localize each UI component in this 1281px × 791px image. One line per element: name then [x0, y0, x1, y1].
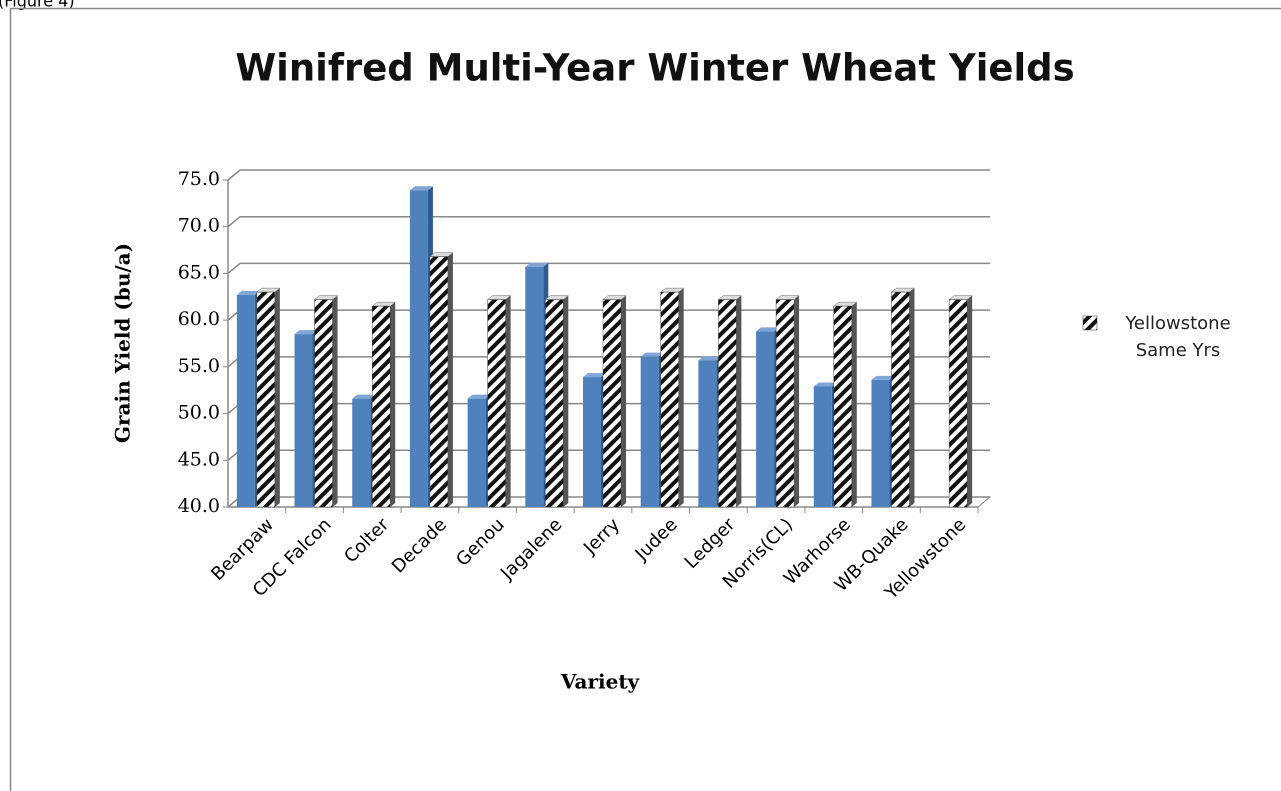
- chart-border: [9, 7, 1281, 791]
- bar-top: [294, 330, 318, 335]
- bar-side: [678, 288, 684, 507]
- bar: [602, 299, 622, 508]
- bar: [371, 305, 391, 508]
- bar: [756, 331, 775, 507]
- bar: [256, 291, 276, 508]
- bar: [314, 299, 333, 508]
- bar: [294, 334, 313, 507]
- bar: [545, 299, 564, 508]
- bar: [718, 299, 737, 508]
- bar: [948, 299, 968, 508]
- x-tick-label: Ledger: [681, 514, 740, 573]
- bar: [813, 386, 832, 507]
- bar: [429, 256, 449, 508]
- legend-swatch: [1082, 315, 1098, 331]
- y-tick-label: 50.0: [178, 402, 220, 424]
- y-tick-label: 40.0: [178, 495, 220, 517]
- bar: [525, 266, 544, 507]
- bar-top: [467, 394, 491, 399]
- bar-side: [621, 295, 626, 507]
- bar-side: [967, 295, 973, 507]
- y-tick-label: 55.0: [178, 355, 220, 377]
- legend-label: Yellowstone Same Yrs: [1125, 313, 1231, 361]
- y-tick-label: 70.0: [178, 215, 220, 237]
- bar-side: [274, 288, 280, 507]
- bar-top: [236, 290, 260, 295]
- bar-top: [409, 186, 433, 191]
- bar-top: [871, 375, 895, 380]
- bar-top: [583, 373, 606, 378]
- bar: [352, 398, 371, 507]
- x-tick-label: Judee: [631, 514, 682, 565]
- bar-side: [851, 302, 857, 507]
- y-axis-label: Grain Yield (bu/a): [111, 243, 135, 443]
- bar: [640, 356, 659, 507]
- x-axis-label: Variety: [560, 670, 641, 694]
- bar-top: [698, 356, 722, 361]
- grid-line: [227, 169, 990, 181]
- y-tick-label: 60.0: [178, 308, 220, 330]
- bar: [487, 299, 506, 508]
- bar-side: [563, 295, 569, 507]
- bar-side: [794, 295, 800, 507]
- bar-top: [756, 327, 780, 332]
- bar: [467, 398, 486, 507]
- bar: [660, 291, 679, 508]
- bar-side: [332, 295, 338, 507]
- grid-line: [227, 262, 990, 275]
- bar-top: [813, 382, 837, 387]
- x-tick-label: Jerry: [579, 514, 624, 559]
- bar: [891, 291, 910, 508]
- bar: [236, 294, 255, 507]
- x-tick-label: Genou: [452, 514, 508, 570]
- bar: [583, 377, 601, 507]
- x-tick-label: Colter: [340, 514, 394, 568]
- bar-side: [390, 302, 396, 507]
- bar-top: [640, 352, 664, 357]
- bar-side: [447, 252, 453, 507]
- bar: [409, 190, 428, 507]
- bar-side: [736, 295, 742, 507]
- y-tick-label: 75.0: [178, 168, 220, 190]
- grid-line: [227, 215, 990, 228]
- bar-side: [505, 295, 511, 507]
- y-tick-label: 65.0: [178, 261, 220, 283]
- x-tick-label: Jagalene: [496, 514, 566, 584]
- bar-top: [525, 262, 549, 267]
- bar: [775, 299, 795, 508]
- chart-title: Winifred Multi-Year Winter Wheat Yields: [235, 47, 1074, 90]
- bar-side: [909, 288, 915, 507]
- x-tick-label: Decade: [388, 514, 451, 577]
- bar-top: [352, 394, 376, 399]
- y-tick-label: 45.0: [178, 448, 220, 470]
- bar: [871, 379, 890, 507]
- figure-label: (Figure 4): [0, 0, 75, 11]
- bar: [698, 360, 717, 507]
- bar: [833, 305, 853, 508]
